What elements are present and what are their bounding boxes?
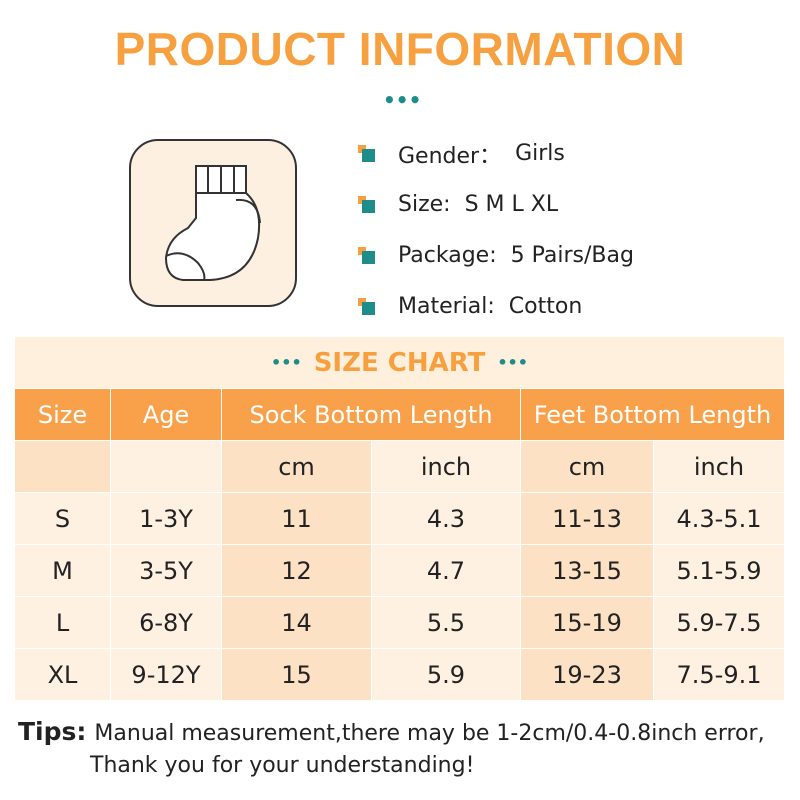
info-label: Material: — [398, 294, 495, 319]
unit-cell: inch — [372, 441, 521, 493]
table-cell: 19-23 — [521, 649, 654, 701]
column-header: Size — [15, 389, 111, 441]
table-cell: L — [15, 597, 111, 649]
size-chart: ••• SIZE CHART ••• Size Age Sock Bottom Lengt… — [15, 337, 785, 701]
tips-line: Manual measurement,there may be 1-2cm/0.… — [94, 721, 765, 746]
unit-cell: inch — [654, 441, 785, 493]
info-label: Gender： — [398, 143, 502, 169]
bullet-teal — [362, 301, 375, 315]
tips: Tips: Manual measurement,there may be 1-2… — [18, 716, 765, 782]
decor-dots: ••• — [271, 353, 302, 372]
bullet-teal — [362, 250, 375, 264]
table-cell: XL — [15, 649, 111, 701]
table-cell: 15 — [222, 649, 372, 701]
info-value: Cotton — [508, 294, 583, 319]
info-item: Material: Cotton — [358, 281, 634, 332]
table-cell: 5.9-7.5 — [654, 597, 785, 649]
table-cell: 1-3Y — [111, 493, 222, 545]
column-header: Sock Bottom Length — [222, 389, 521, 441]
info-list: Gender： Girls Size: S M L XL Package: 5 Pairs… — [358, 128, 634, 332]
decor-dots: ••• — [497, 353, 528, 372]
chart-title: SIZE CHART — [313, 347, 486, 378]
info-label: Size: — [398, 192, 451, 217]
info-item: Package: 5 Pairs/Bag — [358, 230, 634, 281]
info-value: 5 Pairs/Bag — [510, 243, 634, 268]
tips-line: Thank you for your understanding! — [90, 753, 475, 778]
table-cell: 7.5-9.1 — [654, 649, 785, 701]
table-cell: 5.1-5.9 — [654, 545, 785, 597]
table-cell: 14 — [222, 597, 372, 649]
table-cell: 13-15 — [521, 545, 654, 597]
tips-label: Tips: — [18, 717, 87, 746]
table-cell: 4.3 — [372, 493, 521, 545]
table-cell: 11 — [222, 493, 372, 545]
table-cell: 15-19 — [521, 597, 654, 649]
title: PRODUCT INFORMATION — [114, 23, 686, 75]
table-cell: 5.5 — [372, 597, 521, 649]
table-cell: M — [15, 545, 111, 597]
bullet-teal — [362, 199, 375, 213]
table-cell: 4.7 — [372, 545, 521, 597]
info-item: Gender： Girls — [358, 128, 634, 179]
table-cell: 5.9 — [372, 649, 521, 701]
table-cell: S — [15, 493, 111, 545]
column-header: Feet Bottom Length — [521, 389, 785, 441]
info-label: Package: — [398, 243, 497, 268]
bullet-icon — [358, 144, 376, 163]
table-cell: 6-8Y — [111, 597, 222, 649]
column-header: Age — [111, 389, 222, 441]
unit-cell: cm — [521, 441, 654, 493]
table-cell: 3-5Y — [111, 545, 222, 597]
bullet-icon — [358, 195, 376, 214]
unit-cell — [111, 441, 222, 493]
decor-dots: ••• — [383, 88, 422, 112]
table-cell: 12 — [222, 545, 372, 597]
info-item: Size: S M L XL — [358, 179, 634, 230]
info-value: S M L XL — [464, 192, 559, 217]
table-cell: 9-12Y — [111, 649, 222, 701]
sock-icon — [129, 139, 297, 307]
unit-cell: cm — [222, 441, 372, 493]
table-cell: 11-13 — [521, 493, 654, 545]
bullet-icon — [358, 246, 376, 265]
bullet-teal — [362, 148, 375, 162]
bullet-icon — [358, 297, 376, 316]
info-value: Girls — [515, 141, 565, 166]
unit-cell — [15, 441, 111, 493]
table-cell: 4.3-5.1 — [654, 493, 785, 545]
chart-title-row: ••• SIZE CHART ••• — [15, 337, 785, 389]
